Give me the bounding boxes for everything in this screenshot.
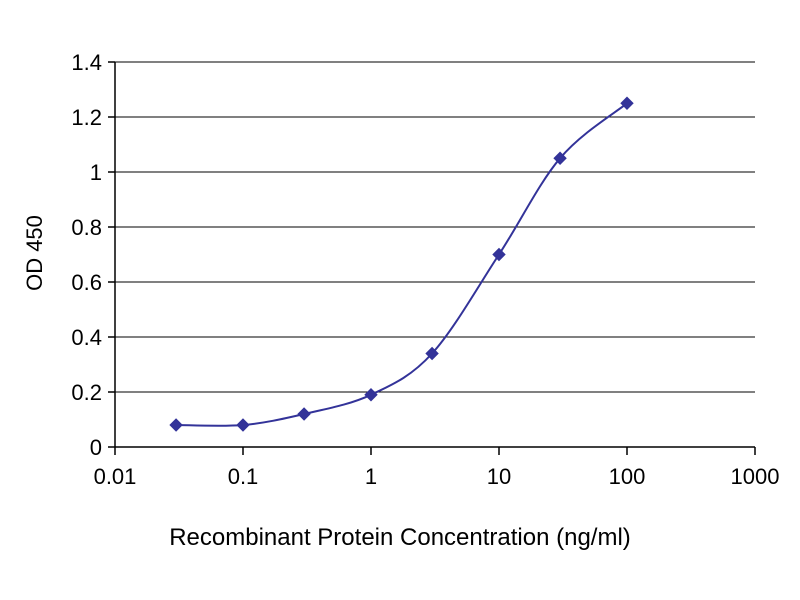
x-axis-ticks: 0.01 0.1 1 10 100 1000 xyxy=(94,447,780,489)
y-tick-label: 0.2 xyxy=(71,380,102,405)
diamond-marker xyxy=(553,151,567,165)
diamond-marker xyxy=(364,388,378,402)
y-axis-ticks: 0 0.2 0.4 0.6 0.8 1 1.2 1.4 xyxy=(71,50,115,460)
x-tick-label: 100 xyxy=(609,464,646,489)
diamond-marker xyxy=(169,418,183,432)
y-tick-label: 0.6 xyxy=(71,270,102,295)
x-tick-label: 0.1 xyxy=(228,464,259,489)
diamond-marker xyxy=(425,346,439,361)
data-point-markers xyxy=(169,96,634,432)
series-line xyxy=(176,102,628,427)
x-tick-label: 10 xyxy=(487,464,511,489)
diamond-marker xyxy=(297,407,311,421)
diamond-marker xyxy=(620,96,634,110)
y-tick-label: 0.8 xyxy=(71,215,102,240)
y-tick-label: 0.4 xyxy=(71,325,102,350)
diamond-marker xyxy=(492,247,506,262)
axes xyxy=(114,62,755,448)
x-tick-label: 0.01 xyxy=(94,464,137,489)
x-tick-label: 1000 xyxy=(731,464,780,489)
y-tick-label: 1.2 xyxy=(71,105,102,130)
x-axis-title: Recombinant Protein Concentration (ng/ml… xyxy=(169,524,631,551)
diamond-marker xyxy=(236,418,250,432)
y-tick-label: 1.4 xyxy=(71,50,102,75)
y-tick-label: 1 xyxy=(90,160,102,185)
y-axis-title: OD 450 xyxy=(22,215,47,291)
horizontal-gridlines xyxy=(115,61,755,393)
x-tick-label: 1 xyxy=(365,464,377,489)
y-tick-label: 0 xyxy=(90,435,102,460)
